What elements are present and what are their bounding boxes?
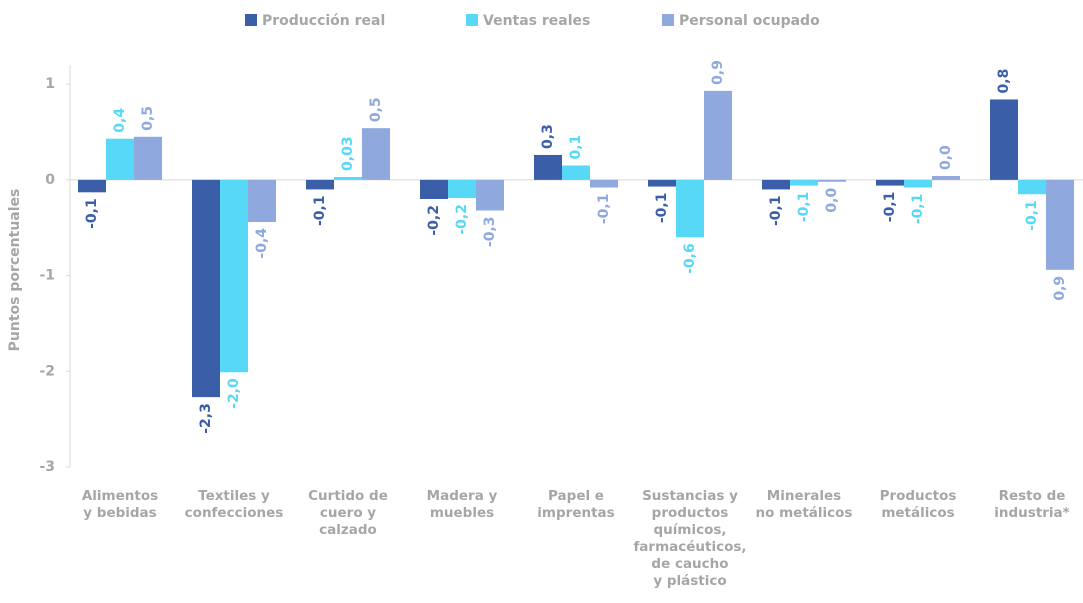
x-tick-label: Alimentos y bebidas <box>81 488 159 521</box>
value-label: -0,1 <box>1024 200 1040 231</box>
bar <box>648 179 676 187</box>
value-label: 0,9 <box>710 60 726 85</box>
value-label: 0,03 <box>340 136 356 171</box>
value-label: 0,0 <box>824 188 840 213</box>
value-label: -0,2 <box>454 204 470 235</box>
bar <box>448 179 476 199</box>
value-label: -0,3 <box>482 216 498 247</box>
bar <box>590 179 618 188</box>
value-label: 0,0 <box>938 145 954 170</box>
bar <box>876 179 904 186</box>
y-tick-label: 1 <box>45 76 55 92</box>
value-label: -0,1 <box>910 194 926 225</box>
bar <box>192 179 220 398</box>
bar <box>676 179 704 238</box>
y-tick-label: 0 <box>45 172 55 188</box>
bar <box>362 128 390 180</box>
x-tick-label: Textiles y confecciones <box>184 488 284 521</box>
bar <box>1018 179 1046 195</box>
x-tick-label: Sustancias y productos químicos, farmacé… <box>633 488 747 589</box>
y-axis-label: Puntos porcentuales <box>7 189 23 352</box>
value-label: 0,5 <box>140 106 156 131</box>
bar <box>762 179 790 190</box>
value-label: 0,8 <box>996 69 1012 94</box>
bar <box>248 179 276 222</box>
x-tick-label: Minerales no metálicos <box>755 488 853 521</box>
legend-swatch <box>662 14 674 26</box>
x-tick-label: Productos metálicos <box>879 488 957 521</box>
bar <box>932 176 960 180</box>
y-tick-label: -1 <box>39 268 55 284</box>
bar <box>134 136 162 180</box>
value-label: -2,3 <box>198 403 214 434</box>
x-tick-label: Resto de industria* <box>994 488 1070 521</box>
value-label: 0,3 <box>540 124 556 149</box>
legend-label: Producción real <box>262 13 385 29</box>
bar <box>106 138 134 180</box>
legend-label: Personal ocupado <box>679 13 820 29</box>
bar <box>562 165 590 180</box>
bar <box>1046 179 1074 270</box>
value-label: 0,5 <box>368 97 384 122</box>
value-label: -0,1 <box>796 192 812 223</box>
y-tick-label: -2 <box>39 363 55 379</box>
bar <box>476 179 504 211</box>
bar <box>220 179 248 373</box>
bar <box>818 179 846 182</box>
value-label: 0,9 <box>1052 276 1068 301</box>
value-label: -0,6 <box>682 243 698 274</box>
bar <box>904 179 932 188</box>
bar <box>790 179 818 186</box>
value-label: 0,4 <box>112 108 128 133</box>
y-tick-label: -3 <box>39 459 55 475</box>
value-label: -0,1 <box>882 192 898 223</box>
value-label: -0,1 <box>768 195 784 226</box>
bar <box>78 179 106 193</box>
value-label: -0,1 <box>84 198 100 229</box>
legend-swatch <box>466 14 478 26</box>
x-tick-label: Curtido de cuero y calzado <box>308 488 388 538</box>
bar <box>990 99 1018 180</box>
value-label: -2,0 <box>226 378 242 409</box>
value-label: -0,2 <box>426 205 442 236</box>
bar <box>306 179 334 190</box>
value-label: -0,4 <box>254 228 270 259</box>
value-label: -0,1 <box>596 194 612 225</box>
value-label: -0,1 <box>312 195 328 226</box>
bar <box>534 154 562 180</box>
value-label: 0,1 <box>568 135 584 160</box>
x-tick-label: Papel e imprentas <box>537 488 615 521</box>
bar <box>704 90 732 180</box>
legend-label: Ventas reales <box>483 13 590 29</box>
bar <box>420 179 448 199</box>
bar <box>334 176 362 180</box>
legend-swatch <box>245 14 257 26</box>
value-label: -0,1 <box>654 193 670 224</box>
x-tick-label: Madera y muebles <box>426 488 498 521</box>
